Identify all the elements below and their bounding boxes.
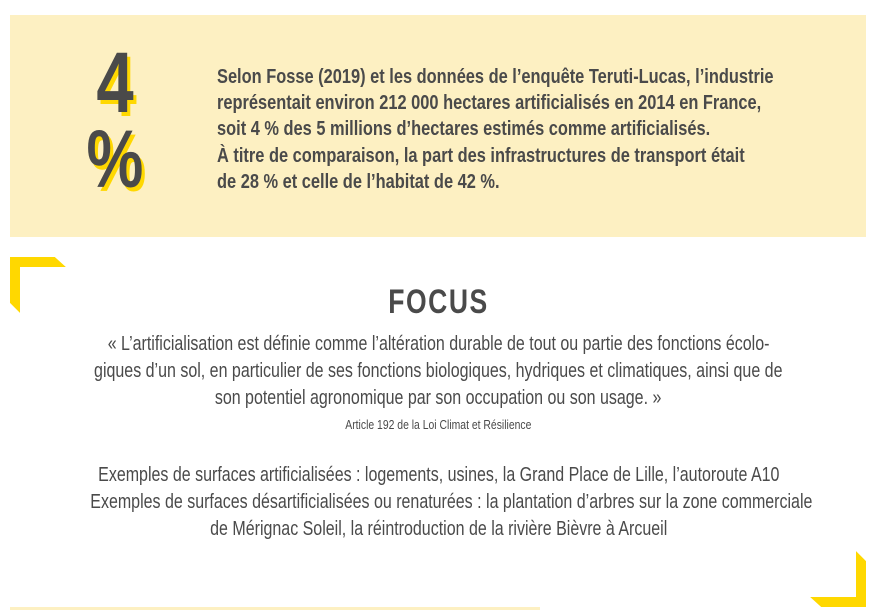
focus-title-text: FOCUS (388, 283, 489, 321)
quote-line: son potentiel agronomique par son occupa… (0, 385, 877, 412)
corner-bracket-top-left (10, 257, 66, 313)
quote-text: son potentiel agronomique par son occupa… (215, 387, 662, 409)
stat-line: Selon Fosse (2019) et les données de l’e… (217, 65, 774, 88)
source-text: Article 192 de la Loi Climat et Résilien… (345, 417, 532, 432)
example-text: Exemples de surfaces artificialisées : l… (97, 464, 780, 486)
quote-source: Article 192 de la Loi Climat et Résilien… (0, 416, 877, 434)
quote-line: giques d’un sol, en particulier de ses f… (0, 358, 877, 385)
corner-bracket-bottom-right (810, 551, 866, 607)
example-text: de Mérignac Soleil, la réintroduction de… (209, 518, 668, 540)
stat-panel (10, 15, 866, 237)
example-line: de Mérignac Soleil, la réintroduction de… (0, 516, 877, 543)
stat-line: À titre de comparaison, la part des infr… (217, 143, 745, 167)
example-line: Exemples de surfaces désartificialisées … (0, 489, 877, 516)
quote-text: giques d’un sol, en particulier de ses f… (94, 360, 783, 382)
example-line: Exemples de surfaces artificialisées : l… (0, 462, 877, 489)
quote-line: « L’artificialisation est définie comme … (0, 331, 877, 358)
focus-title: FOCUS (0, 282, 877, 322)
quote-text: « L’artificialisation est définie comme … (107, 333, 770, 355)
example-text: Exemples de surfaces désartificialisées … (90, 491, 813, 513)
stat-line: représentait environ 212 000 hectares ar… (217, 91, 762, 115)
divider (10, 607, 540, 610)
stat-line: soit 4 % des 5 millions d’hectares estim… (217, 117, 711, 141)
stat-number: 4 (96, 35, 134, 131)
stat-text: Selon Fosse (2019) et les données de l’e… (217, 64, 877, 195)
stat-unit: % (86, 114, 144, 205)
stat-line: de 28 % et celle de l’habitat de 42 %. (217, 169, 500, 193)
